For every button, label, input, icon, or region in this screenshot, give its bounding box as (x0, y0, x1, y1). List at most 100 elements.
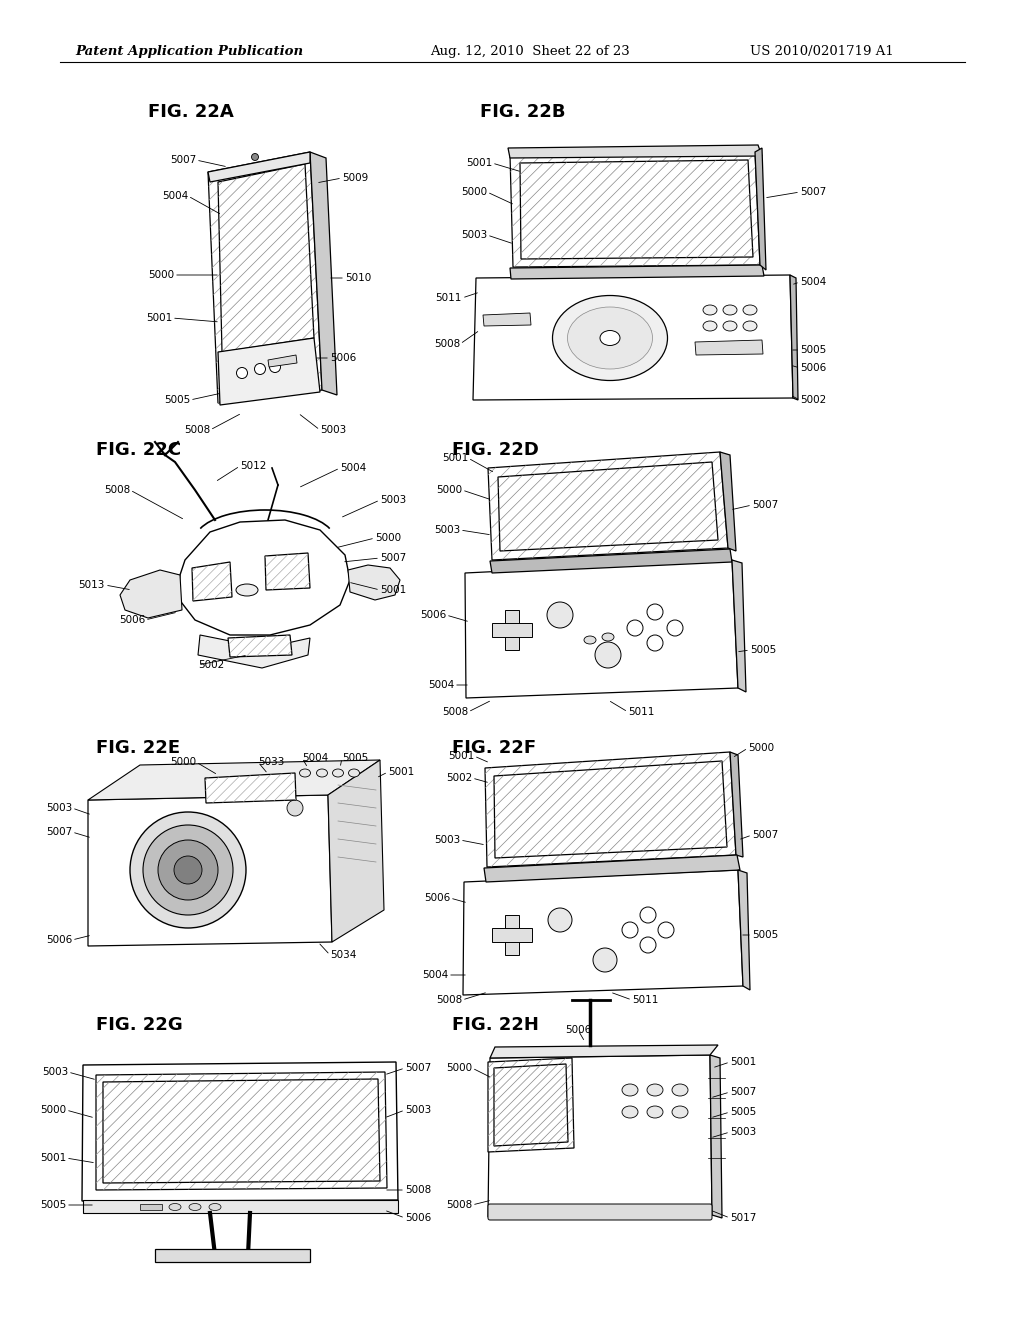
Bar (492, 928, 532, 942)
Ellipse shape (622, 1084, 638, 1096)
Text: 5006: 5006 (330, 352, 356, 363)
Text: 5003: 5003 (730, 1127, 757, 1137)
Text: 5003: 5003 (42, 1067, 68, 1077)
Circle shape (640, 907, 656, 923)
Text: 5006: 5006 (46, 935, 72, 945)
Text: 5004: 5004 (428, 680, 454, 690)
Circle shape (174, 855, 202, 884)
Polygon shape (695, 341, 763, 355)
Polygon shape (473, 275, 793, 400)
Text: FIG. 22E: FIG. 22E (96, 739, 180, 756)
Ellipse shape (348, 770, 359, 777)
Polygon shape (730, 752, 743, 857)
Polygon shape (494, 762, 727, 858)
Ellipse shape (703, 321, 717, 331)
Text: FIG. 22G: FIG. 22G (96, 1016, 182, 1034)
Text: 5010: 5010 (345, 273, 372, 282)
Text: 5003: 5003 (461, 230, 487, 240)
Text: FIG. 22H: FIG. 22H (452, 1016, 539, 1034)
Polygon shape (465, 560, 738, 698)
Circle shape (593, 948, 617, 972)
Polygon shape (178, 520, 350, 635)
Polygon shape (82, 1063, 398, 1201)
Polygon shape (120, 570, 182, 618)
FancyBboxPatch shape (488, 1204, 712, 1220)
Ellipse shape (209, 1204, 221, 1210)
Circle shape (252, 153, 258, 161)
Text: 5007: 5007 (800, 187, 826, 197)
Polygon shape (208, 152, 310, 182)
Text: 5000: 5000 (748, 743, 774, 752)
Text: 5008: 5008 (183, 425, 210, 436)
Polygon shape (732, 560, 746, 692)
Text: 5001: 5001 (380, 585, 407, 595)
Text: FIG. 22F: FIG. 22F (452, 739, 537, 756)
Polygon shape (488, 1055, 712, 1217)
Polygon shape (494, 1064, 568, 1146)
Text: 5017: 5017 (730, 1213, 757, 1224)
Text: 5003: 5003 (434, 525, 460, 535)
Polygon shape (88, 760, 380, 800)
Text: 5011: 5011 (435, 293, 462, 304)
Ellipse shape (743, 305, 757, 315)
Polygon shape (205, 774, 296, 803)
Text: 5000: 5000 (445, 1063, 472, 1073)
Text: 5001: 5001 (447, 751, 474, 762)
Circle shape (658, 921, 674, 939)
Circle shape (269, 362, 281, 372)
Text: 5002: 5002 (445, 774, 472, 783)
Text: 5000: 5000 (170, 756, 196, 767)
Text: 5004: 5004 (162, 191, 188, 201)
Ellipse shape (567, 308, 652, 370)
Polygon shape (228, 635, 292, 657)
Text: 5003: 5003 (406, 1105, 431, 1115)
Text: US 2010/0201719 A1: US 2010/0201719 A1 (750, 45, 894, 58)
Ellipse shape (743, 321, 757, 331)
Polygon shape (103, 1078, 380, 1183)
Text: 5001: 5001 (730, 1057, 757, 1067)
Text: Patent Application Publication: Patent Application Publication (75, 45, 303, 58)
Circle shape (640, 937, 656, 953)
Circle shape (622, 921, 638, 939)
Text: 5012: 5012 (240, 461, 266, 471)
Polygon shape (96, 1072, 387, 1191)
Circle shape (237, 367, 248, 379)
Circle shape (143, 825, 233, 915)
Polygon shape (348, 565, 400, 601)
Text: 5002: 5002 (198, 660, 224, 671)
Text: 5005: 5005 (730, 1107, 757, 1117)
Polygon shape (488, 1059, 574, 1152)
Text: 5006: 5006 (800, 363, 826, 374)
Polygon shape (508, 145, 762, 158)
Bar (140, 1204, 162, 1210)
Polygon shape (463, 870, 743, 995)
Text: 5005: 5005 (164, 395, 190, 405)
Polygon shape (198, 635, 310, 668)
Text: 5001: 5001 (145, 313, 172, 323)
Polygon shape (510, 265, 764, 279)
Text: 5000: 5000 (436, 484, 462, 495)
Polygon shape (490, 549, 732, 573)
Polygon shape (520, 160, 753, 259)
Text: 5003: 5003 (380, 495, 407, 506)
Ellipse shape (647, 1084, 663, 1096)
Circle shape (130, 812, 246, 928)
Ellipse shape (672, 1084, 688, 1096)
Polygon shape (265, 553, 310, 590)
Bar (492, 623, 532, 638)
Text: 5006: 5006 (565, 1026, 591, 1035)
Text: 5000: 5000 (375, 533, 401, 543)
Polygon shape (485, 752, 736, 867)
Text: 5006: 5006 (424, 894, 450, 903)
Text: 5004: 5004 (422, 970, 449, 979)
Text: 5004: 5004 (800, 277, 826, 286)
Polygon shape (328, 760, 384, 942)
Text: 5001: 5001 (388, 767, 415, 777)
Text: 5007: 5007 (406, 1063, 431, 1073)
Text: 5011: 5011 (628, 708, 654, 717)
Text: 5000: 5000 (147, 271, 174, 280)
Circle shape (158, 840, 218, 900)
Polygon shape (208, 152, 322, 403)
Ellipse shape (723, 321, 737, 331)
Polygon shape (218, 338, 319, 405)
